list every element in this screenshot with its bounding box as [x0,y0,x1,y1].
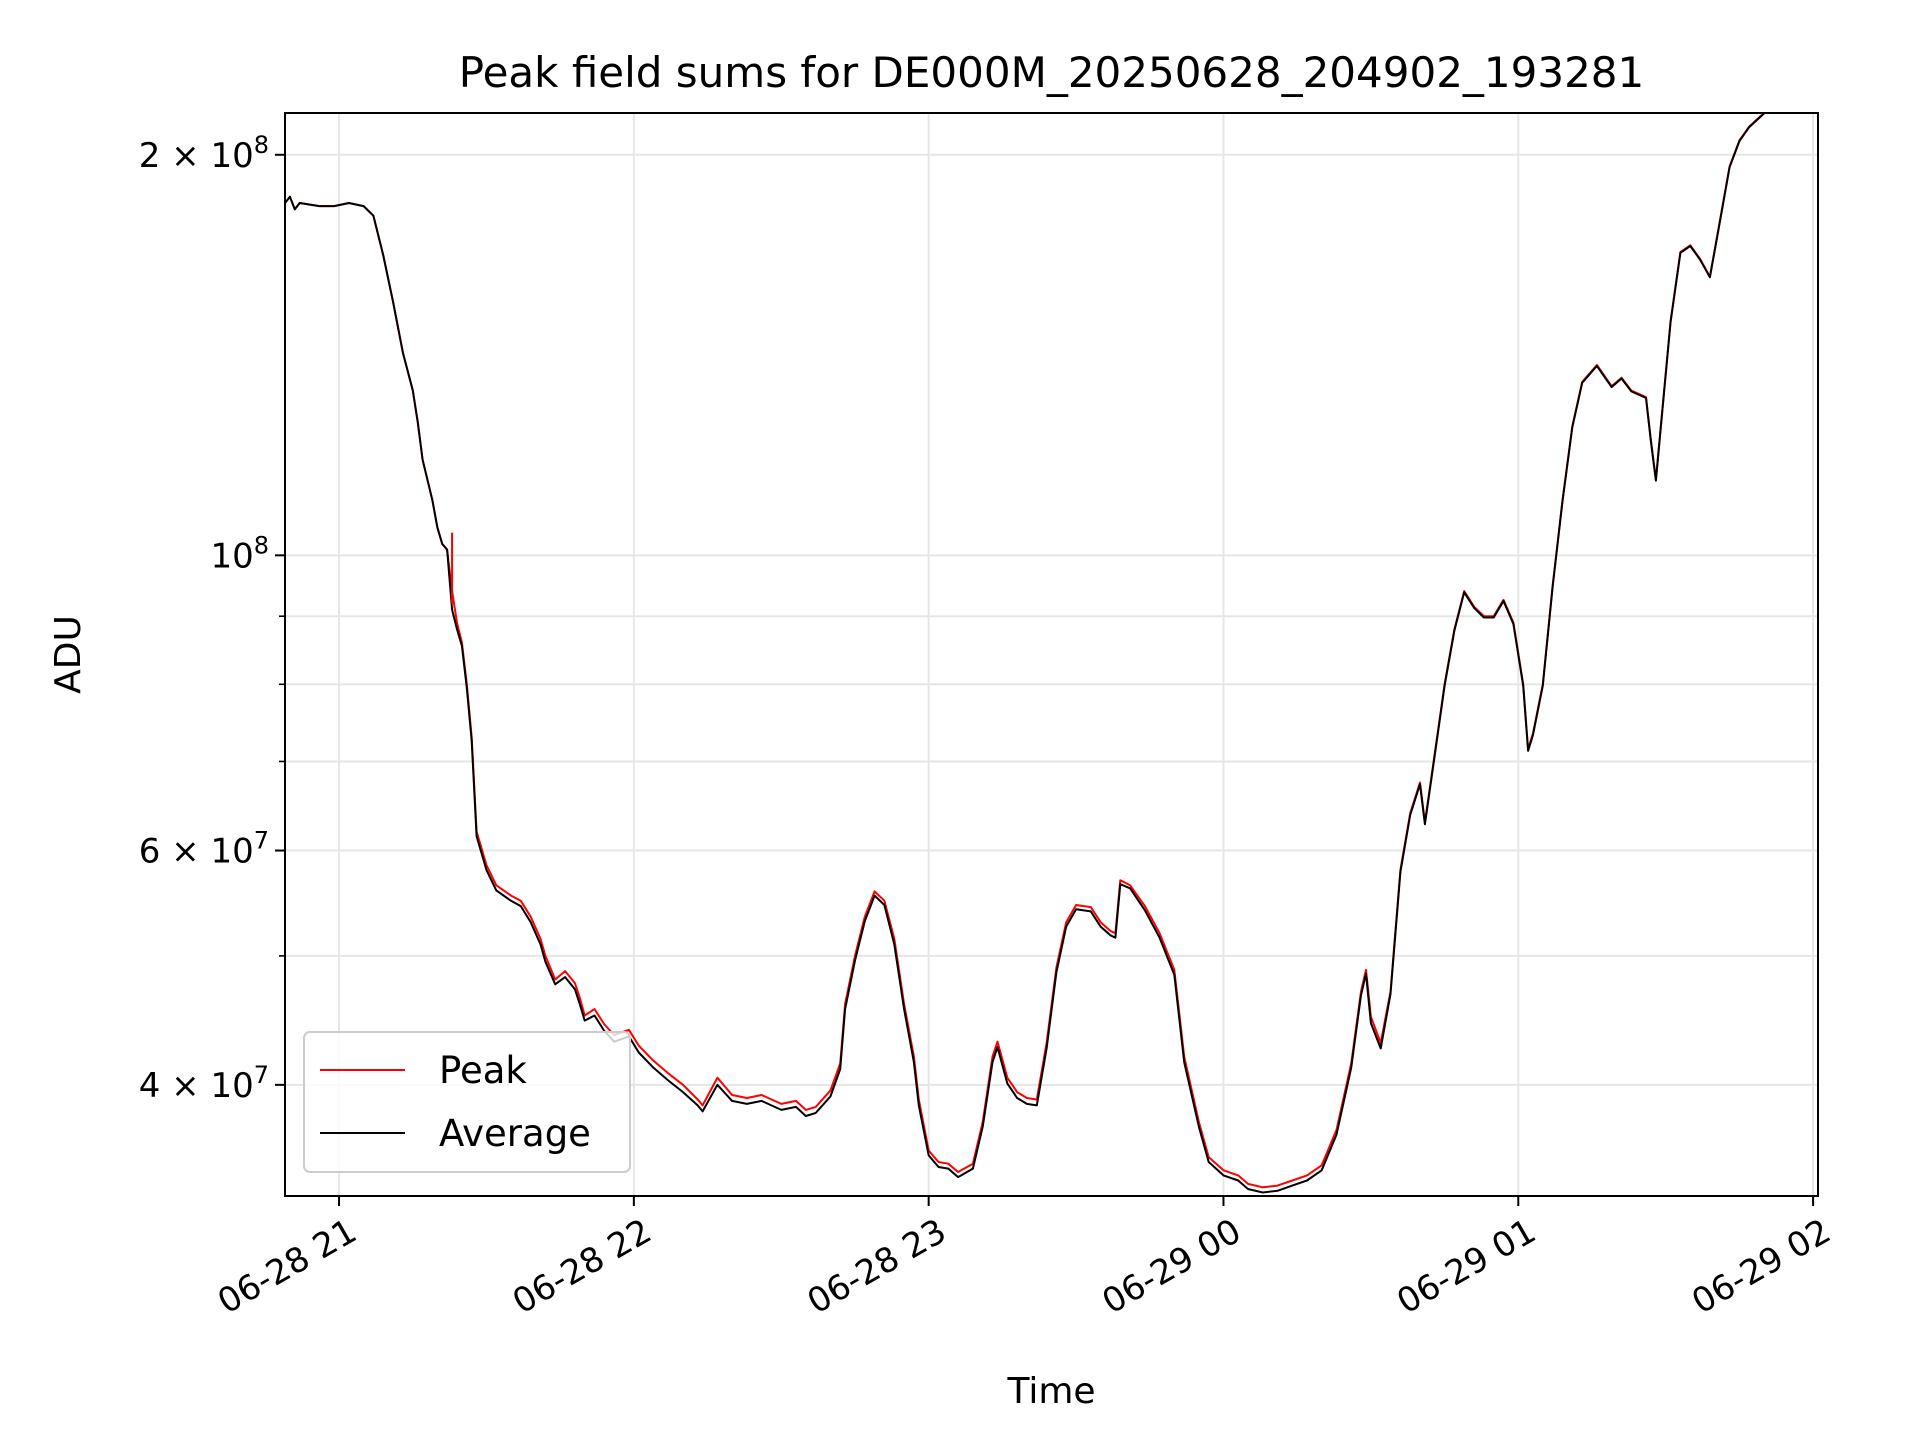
y-tick-label: 6 × 107 [139,827,269,872]
legend-box [303,1031,631,1173]
legend: Peak Average [303,1031,631,1173]
x-axis-label: Time [1006,1371,1095,1412]
series-line-average [285,113,1765,1194]
chart-title: Peak field sums for DE000M_20250628_2049… [459,48,1645,97]
y-tick-label: 4 × 107 [139,1061,269,1106]
legend-label-average: Average [439,1112,591,1155]
y-tick-label: 2 × 108 [139,131,269,176]
y-axis-label: ADU [48,615,89,694]
plot-frame [284,112,1819,1197]
y-tick-label: 108 [210,531,269,576]
legend-label-peak: Peak [439,1049,527,1092]
series-group [285,113,1765,1194]
